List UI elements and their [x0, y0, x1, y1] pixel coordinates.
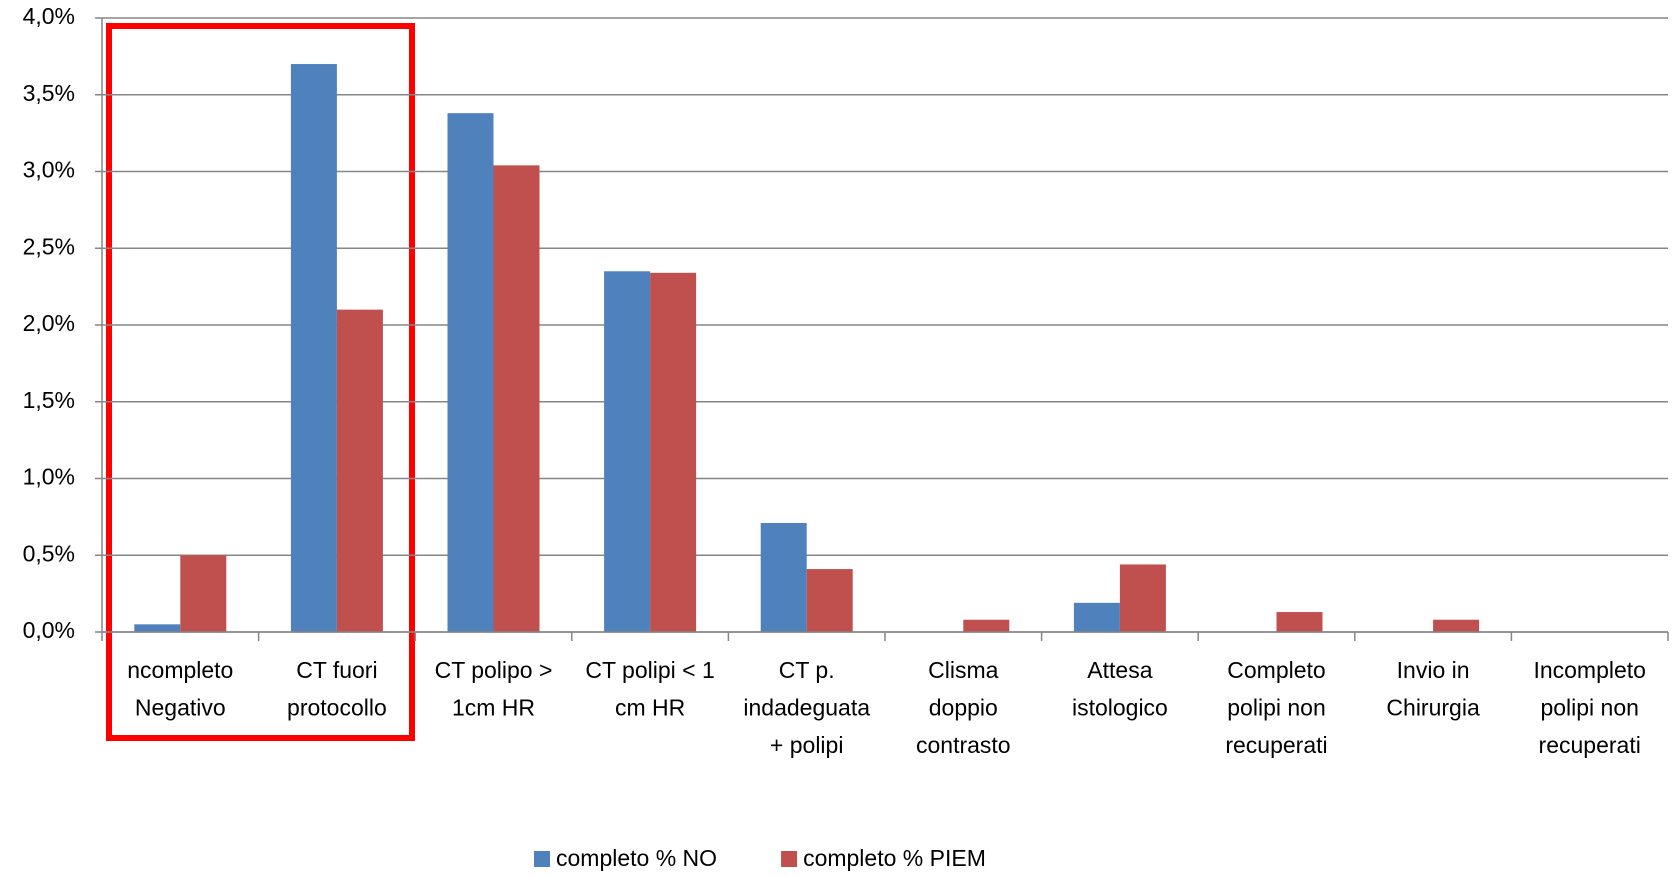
bar: [650, 272, 697, 632]
x-tick-label: + polipi: [770, 732, 844, 758]
x-tick-label: polipi non: [1227, 695, 1325, 721]
bar: [1119, 564, 1166, 632]
y-tick-label: 4,0%: [23, 3, 75, 29]
highlight-box: [106, 23, 415, 741]
x-tick-label: recuperati: [1539, 732, 1641, 758]
x-tick-label: contrasto: [916, 732, 1011, 758]
bar: [447, 113, 494, 633]
x-tick-label: Completo: [1227, 657, 1325, 683]
x-tick-label: CT fuori: [296, 657, 377, 683]
x-tick-label: doppio: [929, 695, 998, 721]
x-tick-label: indadeguata: [743, 695, 870, 721]
x-tick-label: Clisma: [928, 657, 998, 683]
y-tick-label: 0,5%: [23, 540, 75, 566]
bar: [180, 555, 227, 632]
x-tick-label: CT polipi < 1: [585, 657, 714, 683]
bar: [134, 624, 181, 632]
y-tick-label: 2,5%: [23, 233, 75, 259]
x-tick-label: Incompleto: [1533, 657, 1646, 683]
y-tick-label: 3,5%: [23, 80, 75, 106]
x-tick-label: Chirurgia: [1386, 695, 1480, 721]
legend-label: completo % NO: [556, 845, 717, 871]
bar: [760, 523, 807, 632]
bar: [963, 619, 1010, 632]
legend-swatch: [534, 851, 550, 867]
bar: [290, 64, 337, 633]
x-tick-label: istologico: [1072, 695, 1168, 721]
bar: [806, 569, 853, 632]
y-tick-label: 1,0%: [23, 464, 75, 490]
x-tick-label: CT p.: [779, 657, 835, 683]
x-tick-label: Negativo: [135, 695, 226, 721]
bar: [1276, 612, 1323, 632]
y-tick-label: 0,0%: [23, 617, 75, 643]
x-tick-label: cm HR: [615, 695, 685, 721]
x-tick-label: 1cm HR: [452, 695, 535, 721]
x-tick-label: polipi non: [1540, 695, 1638, 721]
legend-label: completo % PIEM: [803, 845, 986, 871]
legend-swatch: [781, 851, 798, 867]
bar: [1073, 602, 1120, 632]
x-tick-label: ncompleto: [127, 657, 233, 683]
y-tick-label: 1,5%: [23, 387, 75, 413]
x-tick-label: Invio in: [1397, 657, 1470, 683]
y-tick-label: 3,0%: [23, 157, 75, 183]
bar: [1433, 619, 1480, 632]
bar: [336, 309, 383, 632]
x-tick-label: recuperati: [1225, 732, 1327, 758]
y-tick-label: 2,0%: [23, 310, 75, 336]
bar: [604, 271, 651, 632]
x-tick-label: CT polipo >: [435, 657, 553, 683]
x-tick-label: Attesa: [1087, 657, 1152, 683]
x-tick-label: protocollo: [287, 695, 387, 721]
bar: [493, 165, 540, 633]
